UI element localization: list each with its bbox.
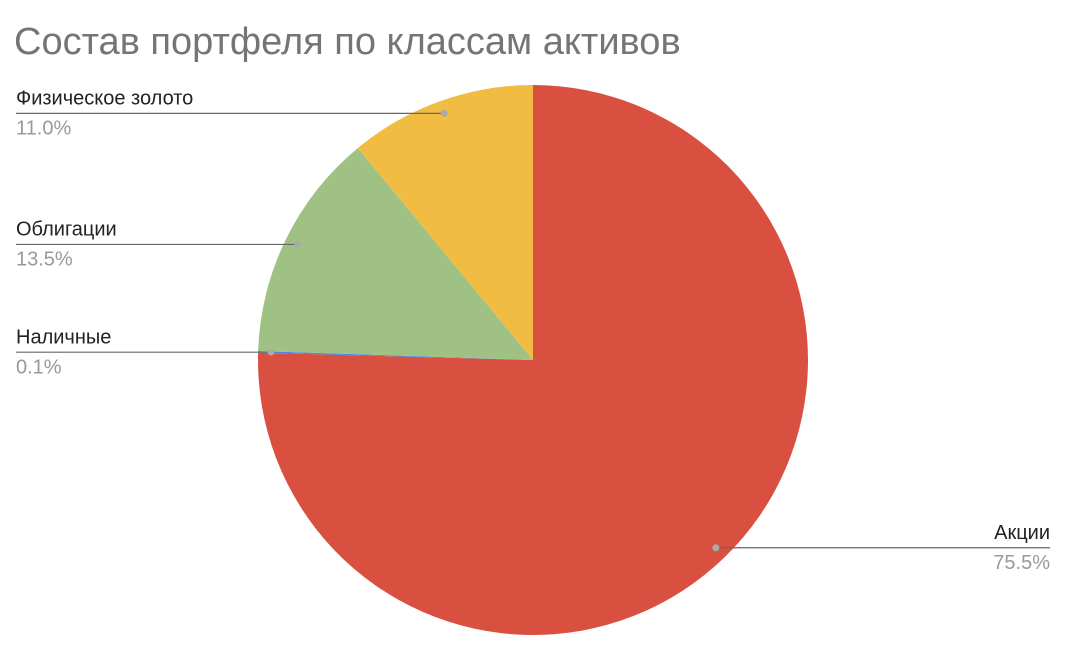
chart-title: Состав портфеля по классам активов (14, 21, 681, 63)
leader-dot (267, 348, 275, 356)
slice-label: Облигации (16, 219, 117, 241)
slice-value-label: 11.0% (16, 118, 71, 140)
slice-value-label: 13.5% (16, 249, 73, 271)
slice-value-label: 75.5% (993, 552, 1050, 574)
slice-value-label: 0.1% (16, 356, 62, 378)
slice-label: Наличные (16, 326, 111, 348)
pie-slice (258, 350, 533, 360)
leader-dot (712, 544, 720, 552)
slice-label: Акции (994, 522, 1050, 544)
pie-slice (357, 85, 533, 360)
leader-dot (294, 240, 302, 248)
slice-label: Физическое золото (16, 88, 193, 110)
pie-slice (258, 147, 533, 360)
leader-dot (440, 109, 448, 117)
